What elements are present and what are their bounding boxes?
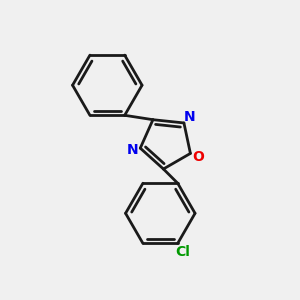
Text: N: N (126, 143, 138, 157)
Text: Cl: Cl (175, 244, 190, 259)
Text: N: N (184, 110, 195, 124)
Text: O: O (192, 150, 204, 164)
